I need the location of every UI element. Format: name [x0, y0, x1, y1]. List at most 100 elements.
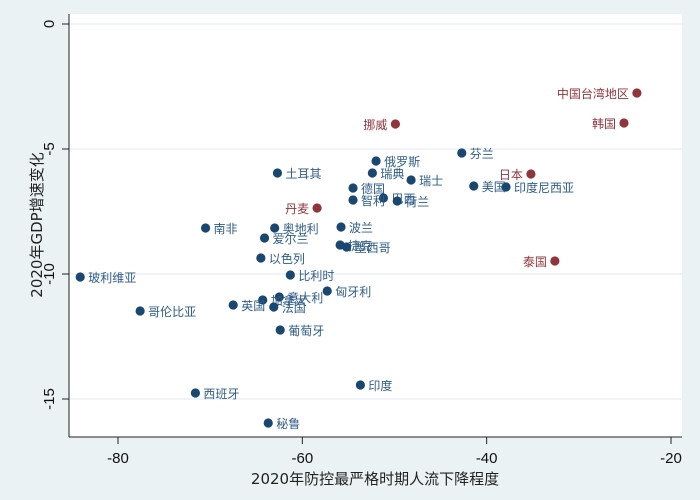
y-tick-label: -5: [41, 142, 58, 155]
x-axis-title: 2020年防控最严格时期人流下降程度: [251, 470, 499, 488]
point-label: 波兰: [349, 221, 373, 235]
point-marker: [272, 168, 283, 178]
data-point: 印度尼西亚: [501, 180, 574, 195]
point-marker: [263, 418, 273, 428]
point-marker: [228, 300, 238, 310]
point-marker: [501, 182, 511, 192]
point-marker: [341, 242, 352, 252]
point-label: 挪威: [363, 118, 387, 132]
data-point: 玻利维亚: [75, 271, 136, 285]
data-point: 瑞士: [406, 174, 443, 188]
data-point: 爱尔兰: [259, 231, 309, 246]
point-marker: [269, 302, 279, 312]
point-marker: [457, 148, 467, 158]
point-label: 南非: [214, 221, 238, 236]
data-point: 西班牙: [190, 387, 239, 401]
point-marker: [390, 119, 401, 129]
point-label: 印度: [368, 378, 392, 393]
point-marker: [190, 388, 201, 398]
y-ticks: 0 -5 -10 -15: [41, 20, 69, 410]
data-point: 中国台湾地区: [557, 86, 642, 101]
data-point: 匈牙利: [322, 285, 371, 299]
data-point: 韩国: [592, 116, 629, 131]
data-point: 智利: [348, 193, 385, 208]
point-label: 匈牙利: [335, 285, 371, 299]
point-marker: [135, 306, 145, 316]
data-point: 丹麦: [285, 202, 322, 216]
y-tick-label: 0: [41, 20, 58, 28]
point-marker: [392, 196, 402, 206]
point-label: 中国台湾地区: [557, 86, 629, 101]
point-marker: [322, 286, 332, 296]
point-marker: [371, 156, 381, 166]
plot-area: [69, 14, 682, 437]
data-point: 哥伦比亚: [135, 304, 196, 319]
point-marker: [75, 272, 85, 282]
point-label: 秘鲁: [276, 417, 300, 431]
x-tick-label: -40: [476, 450, 498, 467]
data-point: 德国: [348, 181, 385, 196]
x-tick-label: -60: [291, 450, 313, 467]
point-label: 奥地利: [283, 222, 319, 236]
point-marker: [258, 295, 268, 305]
x-ticks: -80 -60 -40 -20: [107, 437, 682, 467]
point-label: 印度尼西亚: [514, 180, 574, 195]
point-marker: [367, 168, 377, 178]
point-label: 智利: [361, 193, 385, 208]
data-point: 意大利: [274, 290, 323, 305]
data-point: 瑞典: [367, 167, 404, 181]
point-marker: [274, 292, 284, 302]
point-label: 意大利: [287, 290, 323, 305]
data-point: 墨西哥: [341, 241, 391, 255]
data-point: 挪威: [363, 118, 401, 132]
point-label: 葡萄牙: [288, 324, 324, 338]
point-label: 丹麦: [285, 202, 309, 216]
point-label: 土耳其: [285, 167, 321, 181]
point-label: 韩国: [592, 116, 616, 131]
point-marker: [275, 325, 285, 335]
y-tick-label: -15: [41, 388, 58, 410]
point-marker: [406, 175, 416, 185]
data-point: 泰国: [523, 255, 560, 269]
point-marker: [348, 195, 358, 205]
point-marker: [619, 118, 629, 128]
data-point: 波兰: [336, 221, 373, 235]
point-marker: [270, 223, 280, 233]
point-label: 墨西哥: [355, 241, 391, 255]
point-marker: [550, 256, 560, 266]
data-point: 芬兰: [457, 147, 494, 161]
point-label: 哥伦比亚: [148, 304, 196, 319]
data-point: 以色列: [256, 252, 305, 266]
point-label: 爱尔兰: [273, 231, 309, 246]
data-point: 英国: [228, 299, 265, 313]
data-point: 葡萄牙: [275, 324, 324, 338]
point-label: 捷克: [348, 239, 372, 253]
point-marker: [348, 183, 358, 193]
point-marker: [285, 270, 295, 280]
axes: [68, 14, 682, 438]
y-axis-title: 2020年GDP增速变化: [28, 152, 46, 297]
point-marker: [312, 203, 322, 213]
point-label: 俄罗斯: [384, 155, 420, 169]
x-tick-label: -80: [107, 450, 129, 467]
point-label: 瑞士: [419, 174, 443, 188]
data-point: 奥地利: [270, 222, 319, 236]
point-label: 法国: [282, 301, 306, 315]
point-marker: [469, 181, 479, 191]
data-point: 加拿大: [258, 293, 307, 308]
point-label: 芬兰: [470, 147, 494, 161]
point-label: 美国: [482, 180, 506, 194]
data-point: 土耳其: [272, 167, 321, 181]
data-point: 比利时: [285, 269, 334, 283]
point-marker: [336, 222, 346, 232]
point-label: 以色列: [269, 252, 305, 266]
point-label: 泰国: [523, 255, 547, 269]
point-marker: [526, 169, 536, 179]
y-tick-label: -10: [41, 263, 58, 285]
data-point: 荷兰: [392, 195, 429, 209]
point-label: 西班牙: [203, 387, 239, 401]
data-point: 南非: [200, 221, 238, 236]
gridlines: [69, 23, 682, 400]
